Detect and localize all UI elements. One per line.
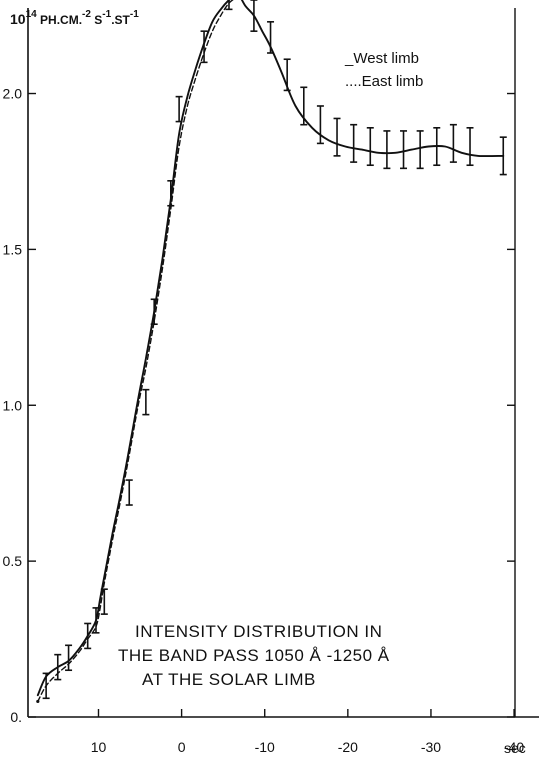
- error-bar: [267, 21, 275, 54]
- y-tick-label: 0.: [10, 709, 22, 725]
- annotation: INTENSITY DISTRIBUTION IN THE BAND PASS …: [118, 622, 390, 689]
- error-bar: [400, 130, 408, 170]
- x-axis-unit-label: sec: [504, 740, 526, 756]
- error-bar: [449, 123, 457, 163]
- series-line-west-limb: [36, 0, 505, 697]
- error-bar: [200, 30, 208, 64]
- annotation-line-1: INTENSITY DISTRIBUTION IN: [135, 622, 382, 641]
- error-bar: [100, 588, 108, 615]
- x-tick-label: 10: [91, 739, 107, 755]
- error-bar: [433, 127, 441, 167]
- error-bar: [250, 0, 258, 32]
- error-bar: [150, 298, 158, 326]
- error-bar: [125, 479, 133, 506]
- error-bar: [142, 388, 150, 416]
- error-bar: [167, 180, 175, 207]
- legend: _West limb ....East limb: [344, 50, 423, 90]
- error-bar: [383, 130, 391, 170]
- x-tick-label: -40: [504, 739, 524, 755]
- y-tick-label: 1.5: [3, 241, 23, 257]
- legend-entry-east: ....East limb: [345, 73, 423, 90]
- error-bar: [333, 117, 341, 157]
- error-bar: [300, 86, 308, 126]
- x-tick-label: -30: [421, 739, 441, 755]
- legend-entry-west: _West limb: [344, 50, 419, 67]
- error-bar: [84, 622, 92, 650]
- error-bar: [175, 95, 183, 123]
- axis-ticks: 0. 0.5 1.0 1.5 2.0 10 0 -10 -20 -30 -40: [3, 86, 525, 755]
- data-point: [36, 699, 40, 704]
- y-tick-label: 2.0: [3, 86, 23, 102]
- annotation-line-3: AT THE SOLAR LIMB: [142, 670, 316, 689]
- error-bars: [42, 0, 507, 700]
- error-bar: [499, 136, 507, 176]
- error-bar: [366, 127, 374, 167]
- error-bar: [316, 105, 324, 145]
- error-bar: [42, 672, 50, 700]
- axes-frame: [27, 8, 539, 718]
- error-bar: [92, 607, 100, 634]
- error-bar: [225, 0, 233, 11]
- error-bar: [65, 644, 73, 672]
- error-bar: [466, 127, 474, 167]
- error-bar: [416, 130, 424, 170]
- y-tick-label: 1.0: [3, 397, 23, 413]
- x-tick-label: -20: [338, 739, 358, 755]
- error-bar: [283, 58, 291, 92]
- series-lines: [36, 0, 505, 704]
- x-tick-label: 0: [178, 739, 186, 755]
- error-bar: [350, 123, 358, 163]
- series-line-east-limb: [37, 0, 234, 703]
- annotation-line-2: THE BAND PASS 1050 Å -1250 Å: [118, 646, 390, 665]
- unit-label: 1014 PH.CM.-2 S-1.ST-1: [10, 9, 139, 27]
- x-tick-label: -10: [255, 739, 275, 755]
- error-bar: [54, 653, 62, 681]
- y-tick-label: 0.5: [3, 553, 23, 569]
